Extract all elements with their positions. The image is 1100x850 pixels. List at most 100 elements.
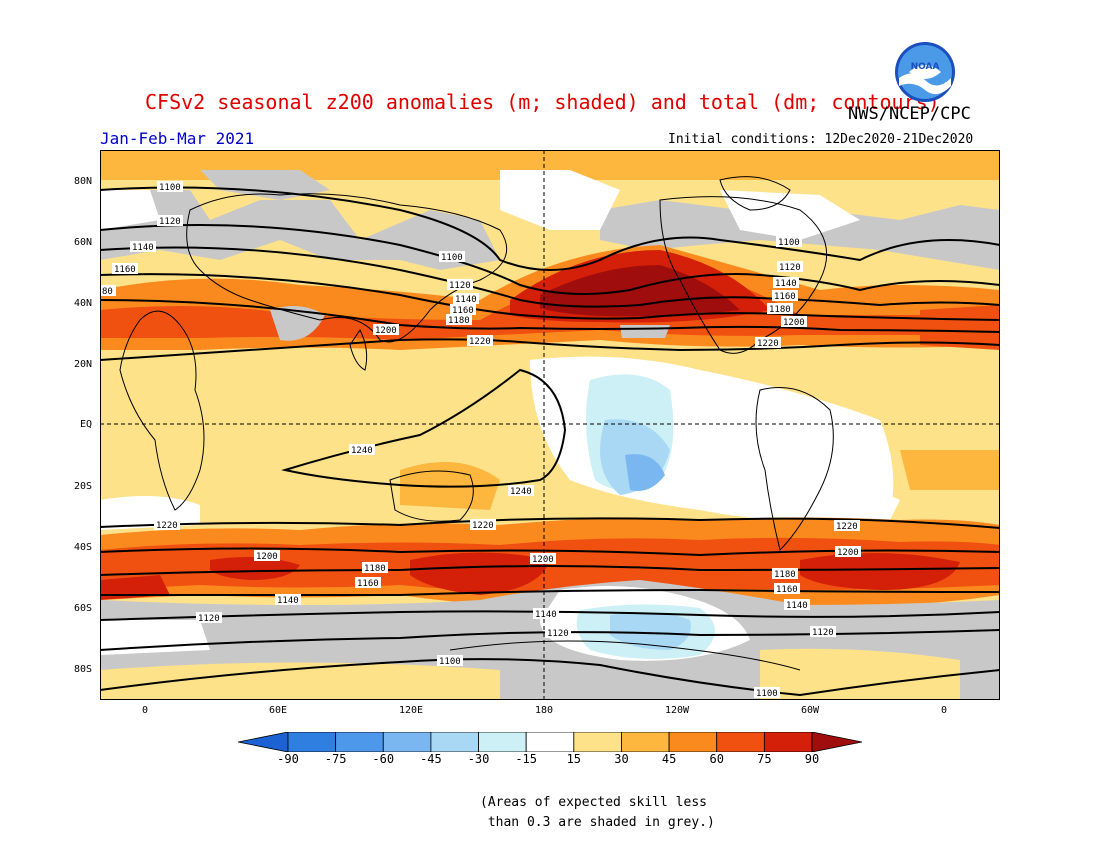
colorbar-tick-label: -30 xyxy=(467,752,490,766)
colorbar-swatch xyxy=(335,732,384,752)
contour-1180-south xyxy=(100,565,1000,576)
contour-label: 1140 xyxy=(455,295,477,305)
lat-label: 40N xyxy=(74,298,93,309)
contour-label: 1120 xyxy=(449,281,471,291)
anomaly-map: 1100 1120 1140 1160 80 1100 1120 1140 11… xyxy=(100,150,1000,700)
africa-outline xyxy=(119,310,205,511)
contour-label: 1100 xyxy=(441,253,463,263)
lat-label: EQ xyxy=(80,419,93,430)
contour-1160-north xyxy=(100,273,1000,321)
colorbar-swatch xyxy=(287,732,337,752)
agency-label: NWS/NCEP/CPC xyxy=(848,104,971,124)
anomaly-max-south xyxy=(800,552,960,590)
contour-1200-north xyxy=(100,299,1000,333)
contour-label: 1120 xyxy=(812,628,834,638)
colorbar-tick-label: 30 xyxy=(614,752,629,766)
contour-label: 1160 xyxy=(774,292,796,302)
contour-label: 1200 xyxy=(837,548,859,558)
contour-label: 1120 xyxy=(198,614,220,624)
contour-label: 1100 xyxy=(756,689,778,699)
coastlines xyxy=(119,176,834,671)
contour-label: 1200 xyxy=(256,552,278,562)
colorbar-tick-label: -90 xyxy=(277,752,299,766)
lat-label: 80N xyxy=(74,176,93,187)
colorbar-swatch xyxy=(621,732,670,752)
lat-label: 60S xyxy=(74,603,93,614)
contour-label: 1120 xyxy=(779,263,801,273)
contour-label: 1160 xyxy=(114,265,136,275)
contour-label: 1200 xyxy=(375,326,397,336)
colorbar-tick-label: 75 xyxy=(757,752,772,766)
contour-1160-south xyxy=(100,588,1000,596)
initial-conditions-label: Initial conditions: 12Dec2020-21Dec2020 xyxy=(668,132,974,147)
colorbar-swatch xyxy=(716,732,765,752)
colorbar-arrow-low xyxy=(238,732,289,752)
anomaly-max-south xyxy=(410,552,550,595)
contour-1220-south xyxy=(100,517,1000,529)
colorbar-tick-label: -60 xyxy=(372,752,395,766)
contour-label: 1100 xyxy=(778,238,800,248)
contour-label: 1200 xyxy=(532,555,554,565)
lat-label: 60N xyxy=(74,237,93,248)
colorbar-tick-label: 45 xyxy=(661,752,677,766)
neutral-region xyxy=(800,486,900,520)
contour-label: 1220 xyxy=(469,337,491,347)
contour-label: 1100 xyxy=(159,183,181,193)
contour-1100-north xyxy=(100,186,1000,271)
lon-label: 0 xyxy=(141,705,149,716)
contour-label: 1140 xyxy=(786,601,808,611)
contour-label: 1200 xyxy=(783,318,805,328)
contour-label: 1220 xyxy=(472,521,494,531)
neutral-region xyxy=(100,190,160,230)
contour-label: 1180 xyxy=(769,305,791,315)
skill-footnote: (Areas of expected skill less than 0.3 a… xyxy=(480,795,715,830)
contour-label: 1140 xyxy=(132,243,154,253)
south-america-outline xyxy=(755,387,834,551)
colorbar-swatch xyxy=(525,732,575,752)
contour-label: 1120 xyxy=(159,217,181,227)
contour-label: 1160 xyxy=(776,585,798,595)
contour-label: 1240 xyxy=(351,446,373,456)
noaa-logo-text: NOAA xyxy=(911,62,940,72)
season-label: Jan-Feb-Mar 2021 xyxy=(100,129,255,148)
lon-label: 120W xyxy=(664,705,690,716)
colorbar-swatch xyxy=(573,732,622,752)
colorbar-tick-label: 90 xyxy=(804,752,820,766)
noaa-logo: NOAA xyxy=(895,42,955,102)
contour-label: 1140 xyxy=(775,279,797,289)
contour-label: 1220 xyxy=(156,521,178,531)
lat-label: 20N xyxy=(74,359,93,370)
colorbar-tick-label: -15 xyxy=(515,752,538,766)
contour-1220-north xyxy=(100,338,1000,361)
contour-label: 1220 xyxy=(836,522,858,532)
contour-1240 xyxy=(281,368,567,488)
cold-anomaly-antarctic-core xyxy=(610,612,691,650)
antarctica-outline xyxy=(449,640,801,671)
grey-skill-region xyxy=(270,306,325,341)
lon-label: 60E xyxy=(268,705,288,716)
contour-label: 1180 xyxy=(774,570,796,580)
contour-label: 1140 xyxy=(535,610,557,620)
colorbar-swatch xyxy=(382,732,432,752)
contour-label: 1180 xyxy=(448,316,470,326)
lat-label: 80S xyxy=(74,664,93,675)
grey-skill-region xyxy=(620,325,670,338)
contour-label: 1240 xyxy=(510,487,532,497)
colorbar-tick-label: -45 xyxy=(420,752,442,766)
colorbar-swatch xyxy=(478,732,527,752)
contour-1140-north xyxy=(100,246,1000,308)
lon-label: 0 xyxy=(940,705,948,716)
lon-label: 180 xyxy=(534,705,554,716)
map-frame xyxy=(100,150,1000,700)
grey-skill-region xyxy=(200,170,330,200)
colorbar-swatch xyxy=(430,732,479,752)
cold-anomaly-core xyxy=(625,454,665,491)
contour-label: 80 xyxy=(102,287,113,297)
chart-title: CFSv2 seasonal z200 anomalies (m; shaded… xyxy=(145,90,940,114)
colorbar-swatch xyxy=(668,732,718,752)
lon-label: 60W xyxy=(800,705,820,716)
contour-label: 1120 xyxy=(547,629,569,639)
eurasia-outline xyxy=(186,193,508,343)
contour-label: 1180 xyxy=(364,564,386,574)
colorbar-arrow-high xyxy=(811,732,862,752)
